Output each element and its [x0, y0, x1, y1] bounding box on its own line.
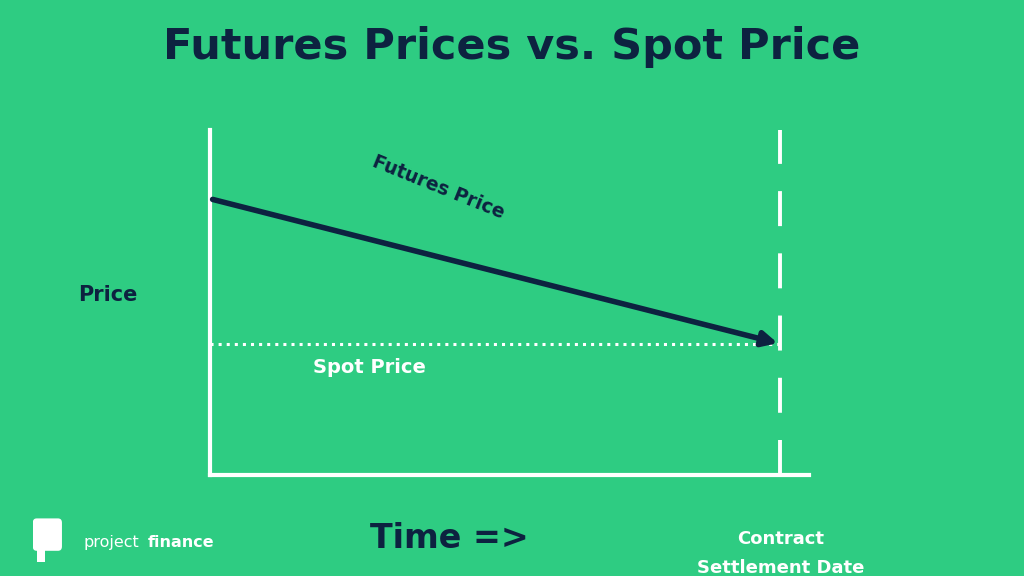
FancyBboxPatch shape: [33, 518, 62, 551]
Bar: [37, 529, 45, 562]
Text: project: project: [84, 535, 139, 550]
Text: Futures Price: Futures Price: [370, 153, 508, 223]
Text: Settlement Date: Settlement Date: [696, 559, 864, 576]
Text: Contract: Contract: [737, 530, 824, 548]
Text: Futures Prices vs. Spot Price: Futures Prices vs. Spot Price: [163, 26, 861, 68]
Text: Price: Price: [78, 286, 137, 305]
Text: finance: finance: [147, 535, 214, 550]
Text: Time =>: Time =>: [370, 522, 529, 555]
Text: Spot Price: Spot Price: [312, 358, 426, 377]
